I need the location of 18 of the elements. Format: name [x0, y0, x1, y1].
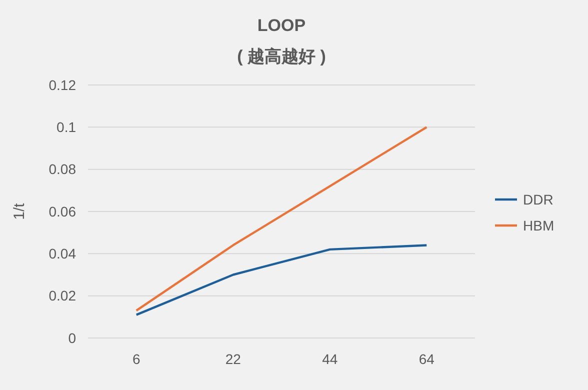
- chart-subtitle: ( 越高越好 ): [237, 47, 326, 66]
- y-tick-label: 0.12: [48, 76, 76, 93]
- x-tick-label: 64: [418, 351, 435, 367]
- y-tick-label: 0.08: [48, 161, 76, 178]
- chart-title: LOOP: [257, 16, 306, 35]
- y-tick-label: 0: [68, 330, 76, 346]
- y-tick-label: 0.06: [48, 203, 76, 220]
- legend-label: DDR: [523, 191, 554, 208]
- y-axis-title: 1/t: [11, 202, 28, 220]
- legend-label: HBM: [523, 217, 554, 234]
- x-tick-label: 6: [132, 351, 140, 367]
- line-series: [135, 126, 428, 312]
- x-tick-label: 44: [322, 351, 338, 367]
- x-tick-label: 22: [225, 351, 242, 367]
- y-tick-label: 0.02: [48, 288, 76, 304]
- y-tick-label: 0.04: [48, 246, 76, 262]
- y-tick-label: 0.1: [56, 119, 76, 136]
- line-series: [135, 244, 428, 316]
